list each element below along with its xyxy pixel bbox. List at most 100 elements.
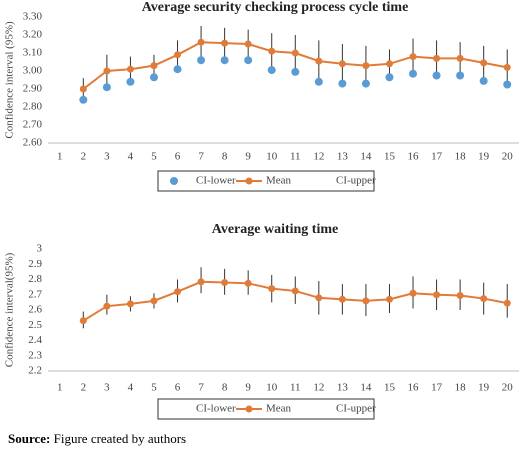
legend-label: CI-lower <box>196 175 236 187</box>
x-tick-label: 6 <box>175 382 181 394</box>
x-tick-label: 12 <box>313 151 324 163</box>
y-tick-label: 3.20 <box>23 29 43 41</box>
mean-point <box>433 291 441 299</box>
y-tick-label: 2.5 <box>28 319 42 331</box>
x-tick-label: 6 <box>175 151 181 163</box>
lower-point <box>479 76 488 85</box>
y-tick-label: 3.00 <box>23 65 43 77</box>
y-tick-label: 2.9 <box>28 258 42 270</box>
x-tick-label: 19 <box>478 382 490 394</box>
x-tick-label: 18 <box>455 382 467 394</box>
y-axis-label: Confidence interval(95%) <box>4 252 16 367</box>
mean-point <box>315 294 323 302</box>
mean-point <box>197 278 205 286</box>
x-tick-label: 11 <box>290 382 301 394</box>
lower-point <box>79 95 88 104</box>
lower-point <box>314 77 323 86</box>
legend-label: CI-upper <box>336 403 376 415</box>
x-tick-label: 5 <box>151 151 157 163</box>
x-tick-label: 9 <box>245 382 251 394</box>
mean-point <box>244 279 252 287</box>
x-tick-label: 4 <box>128 382 134 394</box>
x-tick-label: 3 <box>104 382 110 394</box>
mean-point <box>268 47 276 55</box>
y-tick-label: 2.3 <box>28 349 42 361</box>
mean-point <box>362 297 370 305</box>
y-tick-label: 3.10 <box>23 47 43 59</box>
legend-label: CI-lower <box>196 403 236 415</box>
lower-point <box>432 71 441 80</box>
lower-point <box>244 56 253 65</box>
x-tick-label: 13 <box>337 151 349 163</box>
x-tick-label: 9 <box>245 151 251 163</box>
source-text: Figure created by authors <box>54 431 186 446</box>
lower-point <box>173 65 182 74</box>
lower-point <box>409 69 418 78</box>
y-tick-label: 2.80 <box>23 101 43 113</box>
x-tick-label: 13 <box>337 382 349 394</box>
x-tick-label: 14 <box>360 382 372 394</box>
x-tick-label: 8 <box>222 382 228 394</box>
legend-label: Mean <box>266 175 292 187</box>
mean-point <box>79 85 87 93</box>
y-tick-label: 2.90 <box>23 83 43 95</box>
x-tick-label: 12 <box>313 382 324 394</box>
x-tick-label: 7 <box>198 151 204 163</box>
y-tick-label: 2.60 <box>23 137 43 149</box>
mean-point <box>456 292 464 300</box>
legend-box <box>157 398 375 420</box>
x-tick-label: 1 <box>57 382 63 394</box>
mean-point <box>385 295 393 303</box>
x-tick-label: 19 <box>478 151 490 163</box>
mean-point <box>338 60 346 68</box>
lower-point <box>291 67 300 76</box>
mean-point <box>362 62 370 70</box>
x-tick-label: 3 <box>104 151 110 163</box>
mean-point <box>409 53 417 61</box>
x-tick-label: 10 <box>266 382 278 394</box>
legend-marker <box>245 405 253 413</box>
x-tick-label: 15 <box>384 382 396 394</box>
x-tick-label: 17 <box>431 151 443 163</box>
y-tick-label: 3 <box>37 243 43 255</box>
y-tick-label: 2.4 <box>28 334 42 346</box>
mean-point <box>126 65 134 73</box>
mean-point <box>103 67 111 75</box>
x-tick-label: 2 <box>81 382 87 394</box>
mean-point <box>103 302 111 310</box>
x-tick-label: 11 <box>290 151 301 163</box>
x-tick-label: 20 <box>502 382 514 394</box>
x-tick-label: 15 <box>384 151 396 163</box>
y-axis-label: Confidence interval (95%) <box>4 21 16 139</box>
x-tick-label: 7 <box>198 382 204 394</box>
mean-point <box>503 299 511 307</box>
mean-point <box>409 289 417 297</box>
y-tick-label: 2.8 <box>28 273 42 285</box>
legend-marker <box>245 177 253 185</box>
lower-point <box>267 66 276 75</box>
lower-point <box>149 73 158 82</box>
x-tick-label: 17 <box>431 382 443 394</box>
lower-point <box>126 77 135 86</box>
mean-point <box>480 295 488 303</box>
mean-point <box>291 49 299 57</box>
legend-marker <box>170 177 178 185</box>
y-tick-label: 2.7 <box>28 288 42 300</box>
mean-point <box>244 40 252 48</box>
chart-title: Average waiting time <box>212 222 338 237</box>
y-tick-label: 2.6 <box>28 304 42 316</box>
mean-point <box>79 317 87 325</box>
source: Source: Figure created by authors <box>8 431 186 446</box>
source-label: Source: <box>8 431 50 446</box>
lower-point <box>456 71 465 80</box>
x-tick-label: 4 <box>128 151 134 163</box>
mean-point <box>221 279 229 287</box>
lower-point <box>361 79 370 88</box>
x-tick-label: 20 <box>502 151 514 163</box>
legend-label: Mean <box>266 403 292 415</box>
mean-point <box>385 60 393 68</box>
mean-point <box>268 285 276 293</box>
lower-point <box>503 80 512 89</box>
lower-point <box>385 73 394 82</box>
